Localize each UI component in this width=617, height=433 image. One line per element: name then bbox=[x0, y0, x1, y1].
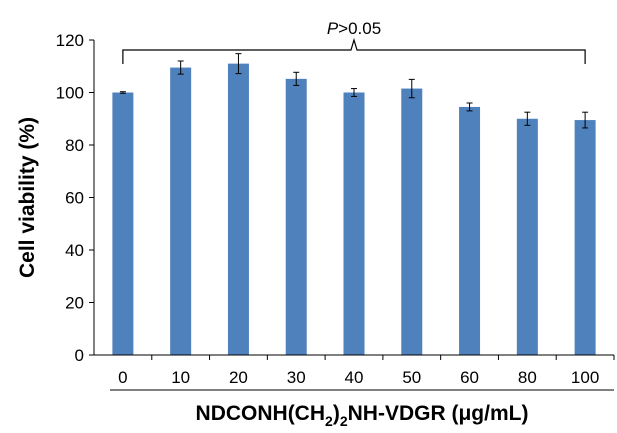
bar-40 bbox=[343, 92, 365, 355]
bar-100 bbox=[574, 120, 596, 355]
y-tick-label: 0 bbox=[75, 346, 84, 365]
x-tick-label: 100 bbox=[571, 368, 599, 387]
significance-bracket bbox=[122, 37, 586, 64]
bar-80 bbox=[516, 118, 538, 355]
bar-60 bbox=[459, 106, 481, 355]
x-tick-label: 80 bbox=[518, 368, 537, 387]
y-tick-label: 120 bbox=[56, 31, 84, 50]
bar-0 bbox=[112, 92, 134, 355]
annotation-text: >0.05 bbox=[338, 19, 381, 38]
x-tick-label: 40 bbox=[345, 368, 364, 387]
bars bbox=[112, 53, 596, 355]
x-tick-label: 0 bbox=[118, 368, 127, 387]
annotation-p: P bbox=[327, 19, 339, 38]
x-title-rest: NH-VDGR (μg/mL) bbox=[348, 402, 529, 425]
bar-10 bbox=[170, 67, 192, 355]
y-tick-label: 60 bbox=[65, 189, 84, 208]
x-axis-title: NDCONH(CH2)2NH-VDGR (μg/mL) bbox=[196, 402, 529, 429]
y-tick-label: 100 bbox=[56, 84, 84, 103]
y-tick-label: 80 bbox=[65, 136, 84, 155]
bar-20 bbox=[227, 63, 249, 355]
bar-50 bbox=[401, 88, 423, 355]
x-title-subscript: 2 bbox=[325, 413, 333, 429]
x-axis-ticks: 0 10 20 30 40 50 60 80 100 bbox=[118, 355, 615, 387]
y-tick-label: 40 bbox=[65, 241, 84, 260]
x-title-suffix: ) bbox=[333, 402, 340, 425]
x-tick-label: 50 bbox=[402, 368, 421, 387]
bar-30 bbox=[285, 78, 307, 355]
y-tick-label: 20 bbox=[65, 294, 84, 313]
y-axis-title: Cell viability (%) bbox=[16, 117, 39, 278]
significance-annotation: P>0.05 bbox=[327, 19, 381, 38]
x-tick-label: 20 bbox=[229, 368, 248, 387]
x-title-prefix: NDCONH(CH bbox=[196, 402, 326, 425]
y-axis-ticks: 0 20 40 60 80 100 120 bbox=[56, 31, 94, 365]
x-tick-label: 60 bbox=[460, 368, 479, 387]
x-tick-label: 10 bbox=[171, 368, 190, 387]
x-title-subscript-2: 2 bbox=[340, 413, 348, 429]
x-tick-label: 30 bbox=[287, 368, 306, 387]
